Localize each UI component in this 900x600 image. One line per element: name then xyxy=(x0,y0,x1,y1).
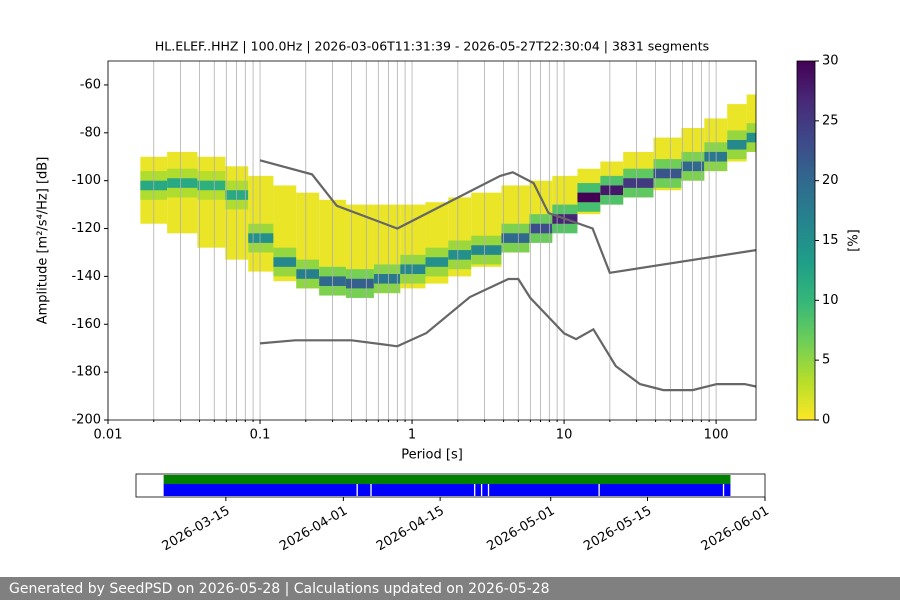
x-tick-label: 2026-06-01 xyxy=(699,504,772,555)
colorbar-tick-label: 10 xyxy=(822,293,839,308)
y-tick-label: -200 xyxy=(71,413,101,428)
coverage-bar xyxy=(163,484,731,496)
density-mode xyxy=(727,139,747,150)
y-tick-label: -80 xyxy=(80,125,101,140)
y-tick-label: -140 xyxy=(71,269,101,284)
x-tick-label: 1 xyxy=(408,428,416,443)
density-mode xyxy=(600,185,624,196)
y-tick-label: -180 xyxy=(71,365,101,380)
colorbar-tick-label: 30 xyxy=(822,54,839,69)
density-mode xyxy=(471,245,502,255)
noise-model xyxy=(259,159,756,275)
colorbar xyxy=(796,60,816,421)
noise-model xyxy=(259,277,756,392)
density-mode xyxy=(746,132,756,143)
chart-title: HL.ELEF..HHZ | 100.0Hz | 2026-03-06T11:3… xyxy=(155,39,709,54)
footer: Generated by SeedPSD on 2026-05-28 | Cal… xyxy=(9,581,550,597)
y-tick-label: -120 xyxy=(71,221,101,236)
colorbar-label: [%] xyxy=(847,229,862,252)
density-mode xyxy=(653,168,682,179)
x-tick-label: 2026-03-15 xyxy=(160,504,233,555)
density-mode xyxy=(296,269,320,279)
x-tick-label: 0.1 xyxy=(250,428,271,443)
x-tick-label: 2026-05-15 xyxy=(581,504,654,555)
x-tick-label: 10 xyxy=(556,428,573,443)
density-mode xyxy=(623,178,654,188)
y-tick-label: -160 xyxy=(71,317,101,332)
colorbar-tick-label: 25 xyxy=(822,113,839,128)
x-tick-label: 2026-04-01 xyxy=(277,504,350,555)
density-band xyxy=(197,156,226,248)
timeline-frame xyxy=(135,473,766,498)
x-tick-label: 2026-04-15 xyxy=(374,504,447,555)
coverage-bar xyxy=(163,475,731,484)
colorbar-tick-label: 15 xyxy=(822,233,839,248)
y-axis-label: Amplitude [m²/s⁴/Hz] [dB] xyxy=(36,157,51,325)
y-tick-label: -60 xyxy=(80,77,101,92)
colorbar-tick-label: 0 xyxy=(822,413,830,428)
x-tick-label: 100 xyxy=(704,428,729,443)
x-axis-label: Period [s] xyxy=(401,448,463,463)
density-mode xyxy=(448,250,472,260)
y-tick-label: -100 xyxy=(71,173,101,188)
density-mode xyxy=(373,274,401,284)
density-mode xyxy=(400,264,426,275)
x-tick-label: 2026-05-01 xyxy=(485,504,558,555)
density-mode xyxy=(197,180,226,191)
density-mode xyxy=(577,192,601,203)
density-mode xyxy=(345,278,374,289)
density-mode xyxy=(425,257,449,267)
colorbar-tick-label: 5 xyxy=(822,353,830,368)
colorbar-tick-label: 20 xyxy=(822,173,839,188)
density-mode xyxy=(273,257,297,267)
density-mode xyxy=(248,233,274,243)
density-mode xyxy=(167,178,198,188)
density xyxy=(140,94,756,298)
plot-frame xyxy=(107,60,757,421)
x-tick-label: 0.01 xyxy=(94,428,123,443)
density-mode xyxy=(501,233,530,243)
footer-band xyxy=(0,577,900,600)
